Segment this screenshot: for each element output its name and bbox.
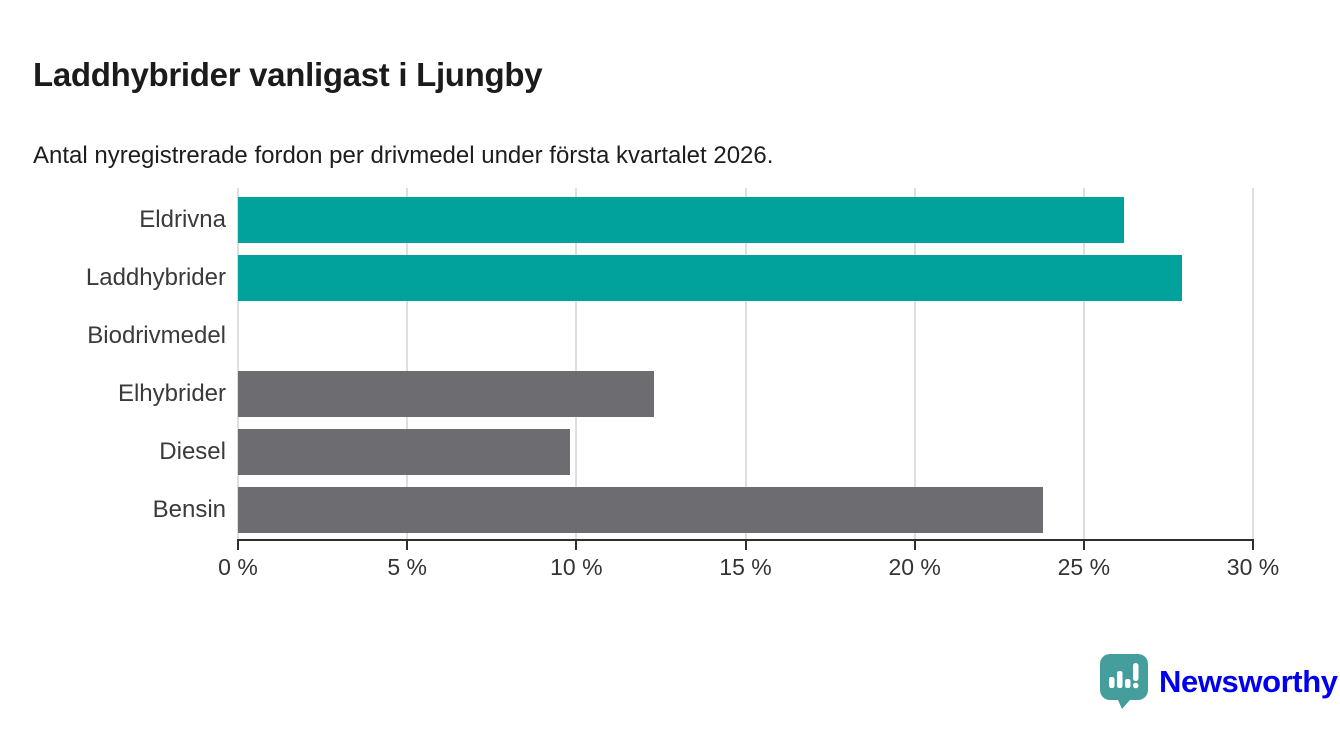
axis-tick-label: 30 % (1226, 554, 1280, 580)
gridline (744, 188, 747, 539)
bar-laddhybrider (238, 255, 1182, 301)
category-labels: Eldrivna Laddhybrider Biodrivmedel Elhybrid… (0, 191, 226, 539)
gridline (406, 188, 409, 539)
chart-subtitle: Antal nyregistrerade fordon per drivmede… (33, 142, 774, 169)
axis-tick (1252, 541, 1254, 550)
bar-eldrivna (238, 197, 1125, 243)
axis-tick-label: 15 % (719, 554, 772, 580)
category-label-elhybrider: Elhybrider (117, 380, 226, 407)
axis-tick-label: 20 % (888, 554, 941, 580)
plot-area (237, 188, 1254, 539)
gridline (1252, 188, 1254, 539)
axis-tick-label: 0 % (218, 554, 258, 580)
axis-tick (406, 541, 409, 550)
bar-elhybrider (238, 371, 655, 417)
category-label-bensin: Bensin (152, 496, 226, 523)
axis-tick (575, 541, 578, 550)
gridline (913, 188, 916, 539)
newsworthy-logo-icon (1100, 654, 1148, 709)
axis-tick (1082, 541, 1085, 550)
x-axis-line (237, 539, 1254, 541)
category-label-laddhybrider: Laddhybrider (85, 264, 226, 291)
axis-tick-label: 10 % (550, 554, 603, 580)
axis-tick (913, 541, 916, 550)
brand-name: Newsworthy (1159, 663, 1338, 699)
bar-diesel (238, 429, 570, 475)
bar-bensin (238, 487, 1044, 533)
gridline (237, 188, 239, 539)
axis-tick (237, 541, 239, 550)
gridline (1082, 188, 1085, 539)
category-label-eldrivna: Eldrivna (139, 206, 226, 233)
axis-tick-label: 5 % (387, 554, 427, 580)
category-label-biodrivmedel: Biodrivmedel (87, 322, 226, 349)
axis-tick-label: 25 % (1057, 554, 1111, 580)
axis-tick (744, 541, 747, 550)
page-title: Laddhybrider vanligast i Ljungby (33, 56, 543, 94)
category-label-diesel: Diesel (159, 438, 226, 465)
brand-logo[interactable]: Newsworthy (1100, 654, 1338, 709)
gridline (575, 188, 578, 539)
x-axis: 0 % 5 % 10 % 15 % 20 % 25 % 30 % (218, 539, 1279, 584)
